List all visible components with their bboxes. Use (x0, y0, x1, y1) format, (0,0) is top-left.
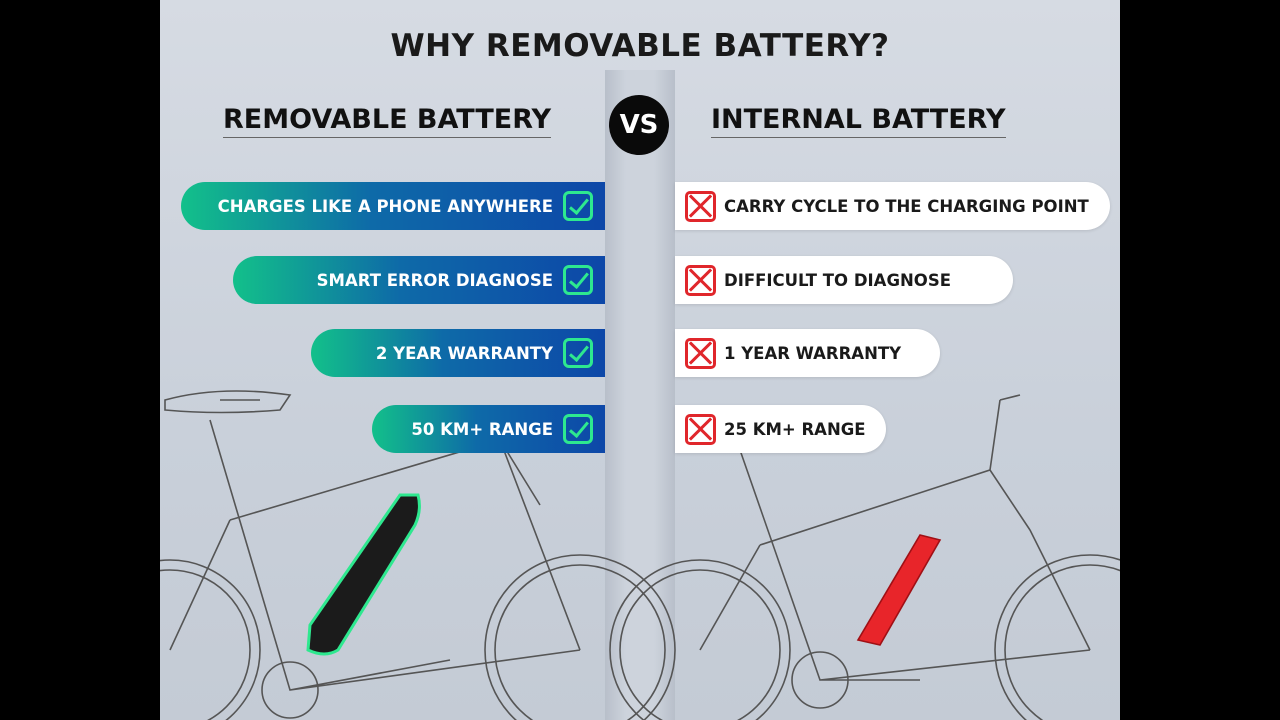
center-divider (605, 70, 675, 720)
cross-icon (685, 190, 716, 222)
removable-feature-3: 2 YEAR WARRANTY (311, 329, 605, 377)
internal-feature-4: 25 KM+ RANGE (675, 405, 886, 453)
page-title: WHY REMOVABLE BATTERY? (390, 28, 890, 64)
removable-feature-4: 50 KM+ RANGE (372, 405, 605, 453)
check-icon (563, 414, 593, 444)
cross-icon (685, 337, 716, 369)
vs-badge: VS (609, 95, 669, 155)
check-icon (563, 338, 593, 368)
battery-removable (306, 493, 421, 656)
internal-battery-heading: INTERNAL BATTERY (711, 104, 1006, 138)
check-icon (563, 265, 593, 295)
right-bike-drawing (609, 394, 1120, 720)
internal-feature-1: CARRY CYCLE TO THE CHARGING POINT (675, 182, 1110, 230)
infographic: WHY REMOVABLE BATTERY? REMOVABLE BATTERY… (160, 0, 1120, 720)
internal-feature-3: 1 YEAR WARRANTY (675, 329, 940, 377)
internal-feature-2: DIFFICULT TO DIAGNOSE (675, 256, 1013, 304)
removable-feature-1: CHARGES LIKE A PHONE ANYWHERE (181, 182, 605, 230)
cross-icon (685, 264, 716, 296)
bike-illustrations (160, 390, 1120, 720)
removable-battery-heading: REMOVABLE BATTERY (223, 104, 552, 138)
battery-internal (856, 534, 942, 646)
cross-icon (685, 413, 716, 445)
check-icon (563, 191, 593, 221)
removable-feature-2: SMART ERROR DIAGNOSE (233, 256, 605, 304)
